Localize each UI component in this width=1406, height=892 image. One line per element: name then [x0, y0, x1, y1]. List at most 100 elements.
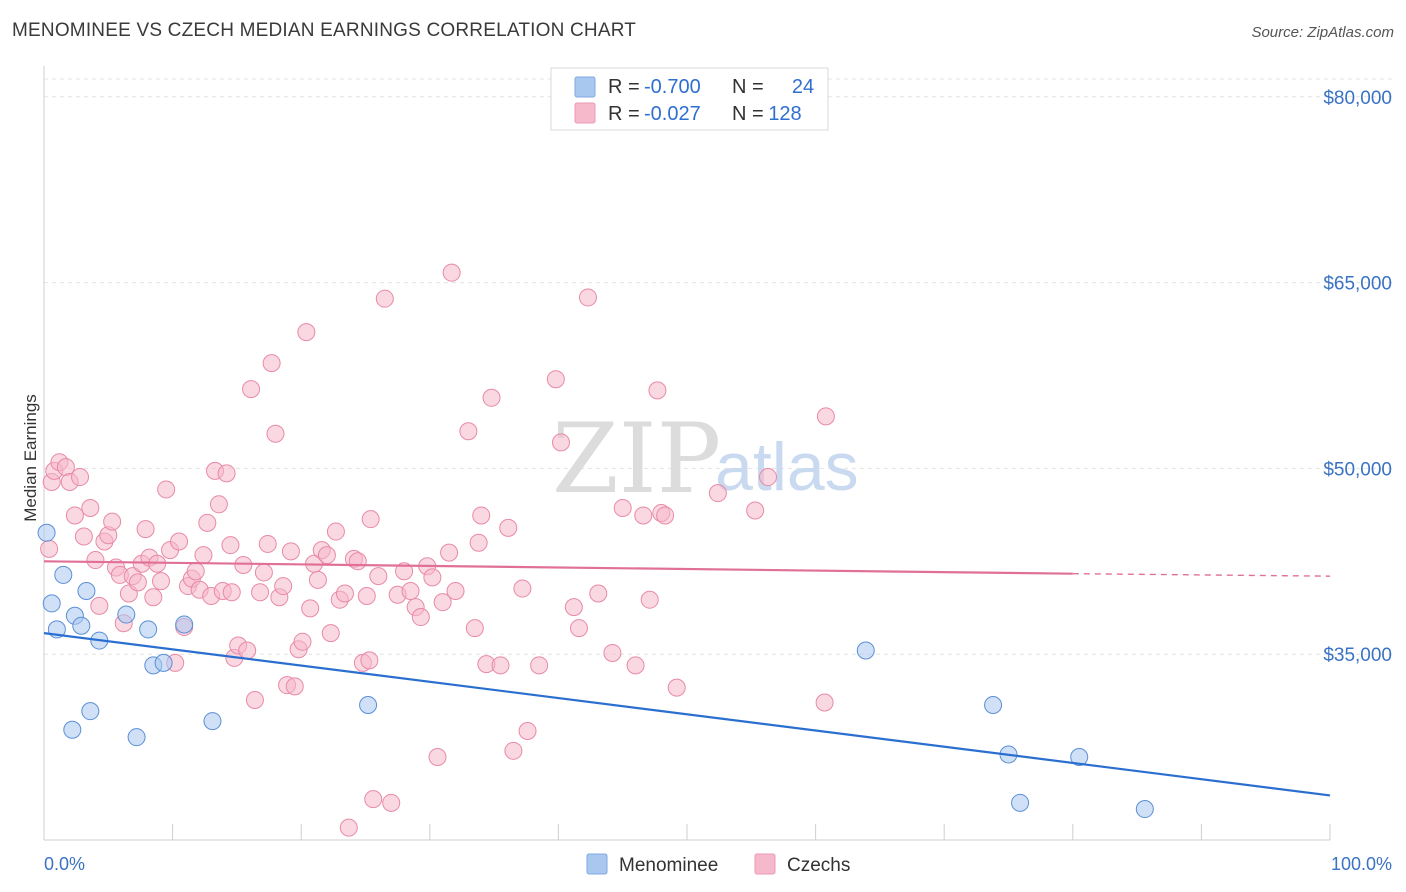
watermark-atlas: atlas [715, 429, 859, 505]
y-tick-label: $50,000 [1323, 459, 1392, 480]
point-czechs [815, 693, 834, 712]
legend-swatch-czechs-bottom [754, 853, 776, 875]
point-menominee [139, 620, 158, 639]
point-czechs [71, 468, 90, 487]
point-czechs [297, 323, 316, 342]
point-menominee [203, 712, 222, 731]
point-czechs [242, 380, 261, 399]
point-czechs [589, 584, 608, 603]
point-czechs [258, 534, 277, 553]
point-czechs [186, 562, 205, 581]
point-czechs [339, 818, 358, 837]
point-czechs [626, 656, 645, 675]
point-czechs [640, 590, 659, 609]
point-czechs [262, 354, 281, 373]
point-menominee [54, 565, 73, 584]
point-menominee [77, 582, 96, 601]
point-czechs [361, 510, 380, 529]
point-czechs [411, 608, 430, 627]
point-czechs [56, 458, 75, 477]
point-czechs [382, 793, 401, 812]
point-menominee [117, 605, 136, 624]
point-czechs [656, 506, 675, 525]
point-czechs [603, 643, 622, 662]
legend-n-value: 24 [792, 76, 814, 98]
point-czechs [759, 468, 778, 487]
legend-n-label: N = [732, 103, 764, 125]
data-points [37, 263, 1154, 837]
point-czechs [472, 506, 491, 525]
point-czechs [217, 464, 236, 483]
point-menominee [984, 695, 1003, 714]
point-czechs [103, 512, 122, 531]
point-czechs [74, 527, 93, 546]
trend-line-czechs [43, 560, 1073, 575]
legend-r-label: R = [608, 103, 640, 125]
y-tick-label: $80,000 [1323, 88, 1392, 109]
legend-swatch-menominee [574, 76, 596, 98]
point-czechs [222, 583, 241, 602]
point-czechs [152, 572, 171, 591]
point-czechs [238, 641, 257, 660]
point-czechs [357, 586, 376, 605]
axes [43, 66, 1331, 841]
point-czechs [274, 577, 293, 596]
point-czechs [157, 480, 176, 499]
point-czechs [440, 543, 459, 562]
point-czechs [301, 599, 320, 618]
chart-title: MENOMINEE VS CZECH MEDIAN EARNINGS CORRE… [12, 20, 637, 41]
point-czechs [569, 619, 588, 638]
y-tick-labels: $80,000 $65,000 $50,000 $35,000 [1323, 88, 1392, 666]
legend-label-czechs: Czechs [787, 855, 850, 876]
point-menominee [127, 728, 146, 747]
point-czechs [128, 573, 147, 592]
point-czechs [613, 499, 632, 518]
point-czechs [465, 619, 484, 638]
point-czechs [428, 748, 447, 767]
trend-extension-czechs [1072, 572, 1331, 577]
point-czechs [395, 562, 414, 581]
point-czechs [254, 563, 273, 582]
point-czechs [578, 288, 597, 307]
y-tick-label: $35,000 [1323, 645, 1392, 666]
point-czechs [634, 506, 653, 525]
point-czechs [308, 570, 327, 589]
y-axis-label: Median Earnings [21, 394, 40, 522]
point-czechs [251, 583, 270, 602]
point-czechs [65, 506, 84, 525]
point-czechs [234, 556, 253, 575]
source-label: Source: ZipAtlas.com [1251, 24, 1394, 41]
point-czechs [221, 536, 240, 555]
point-czechs [513, 579, 532, 598]
point-czechs [375, 289, 394, 308]
point-czechs [667, 678, 686, 697]
point-czechs [198, 513, 217, 532]
point-menominee [37, 523, 56, 542]
legend-r-value: -0.027 [644, 103, 701, 125]
x-tick-min: 0.0% [44, 854, 85, 874]
point-czechs [317, 546, 336, 565]
point-czechs [364, 790, 383, 809]
watermark-zip: ZIP [552, 403, 721, 515]
trend-lines [43, 560, 1331, 797]
point-czechs [446, 582, 465, 601]
point-czechs [285, 677, 304, 696]
point-czechs [530, 656, 549, 675]
x-tick-max: 100.0% [1331, 854, 1392, 874]
point-menominee [1135, 800, 1154, 819]
point-menominee [359, 695, 378, 714]
point-czechs [136, 520, 155, 539]
point-czechs [423, 568, 442, 587]
point-menominee [175, 615, 194, 634]
legend-n-label: N = [732, 76, 764, 98]
legend-r-label: R = [608, 76, 640, 98]
point-menominee [856, 641, 875, 660]
point-czechs [648, 381, 667, 400]
legend-swatch-czechs [574, 102, 596, 124]
point-menominee [1070, 748, 1089, 767]
point-czechs [369, 567, 388, 586]
point-czechs [499, 518, 518, 537]
point-menominee [81, 702, 100, 721]
point-czechs [209, 495, 228, 514]
